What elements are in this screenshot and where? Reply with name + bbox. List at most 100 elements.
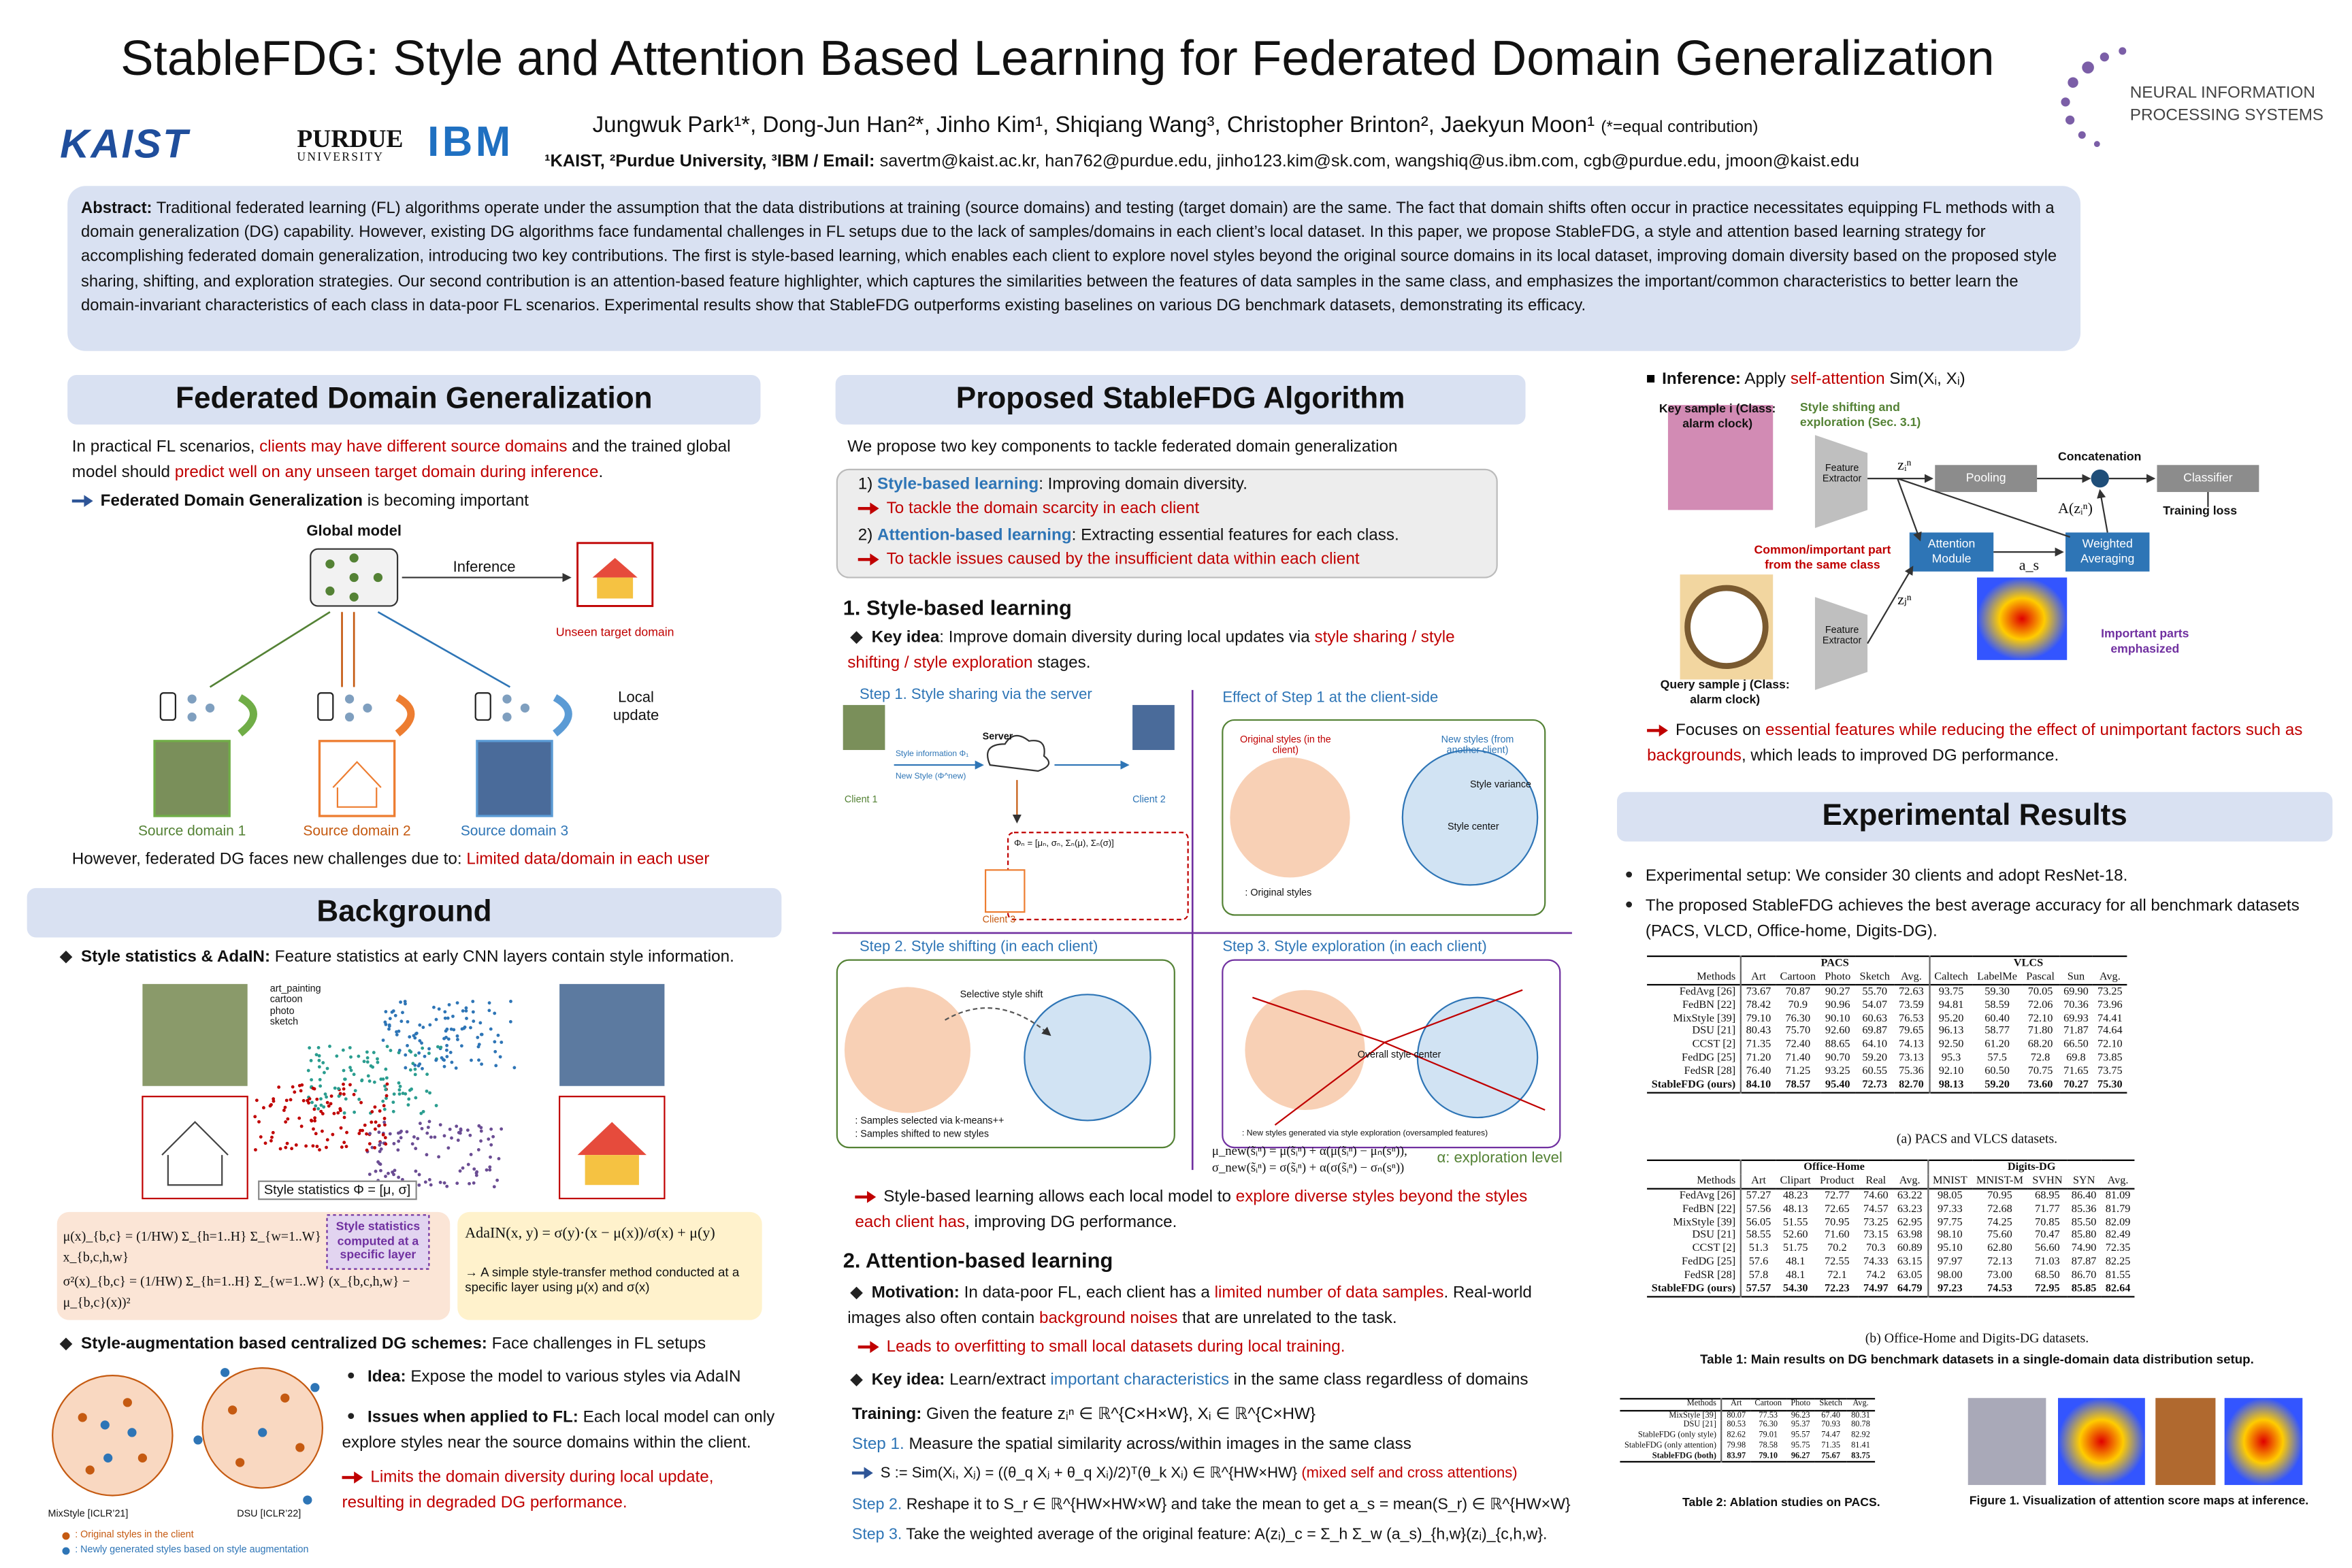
tsne-point <box>437 1007 441 1011</box>
tsne-point <box>487 1009 491 1013</box>
tsne-point <box>500 1041 504 1044</box>
tsne-point <box>443 1010 447 1014</box>
cell: 71.03 <box>2035 1254 2060 1268</box>
tsne-point <box>406 1044 409 1047</box>
cell: 80.31 <box>1851 1411 1870 1420</box>
text-segment: Style-augmentation based centralized DG … <box>81 1335 487 1354</box>
tsne-point <box>325 1138 329 1142</box>
caption: (b) Office-Home and Digits-DG datasets. <box>1865 1330 2089 1346</box>
tsne-point <box>342 1087 346 1091</box>
tsne-point <box>368 1132 372 1136</box>
tsne-point <box>339 1126 343 1130</box>
cell: 51.3 <box>1740 1241 1776 1256</box>
decoration <box>1384 989 1523 1043</box>
text-segment: Idea: <box>368 1368 406 1386</box>
tsne-point <box>325 1095 328 1099</box>
cell: 73.13 <box>1899 1050 1924 1064</box>
training: Training: Given the feature zᵢⁿ ∈ ℝ^{C×H… <box>852 1403 1316 1428</box>
text-segment: , improving DG performance. <box>965 1213 1177 1232</box>
decoration <box>2065 532 2150 572</box>
cell: 48.1 <box>1785 1254 1806 1268</box>
cell: 61.20 <box>1984 1036 2010 1051</box>
tsne-point <box>378 1109 382 1113</box>
cell: 72.77 <box>1825 1188 1850 1201</box>
cell: FedDG [25] <box>1682 1050 1736 1064</box>
table-row: StableFDG (both) 83.97 79.10 96.27 75.67 83.7… <box>1620 1451 1875 1463</box>
cell: 81.79 <box>2105 1200 2131 1215</box>
tsne-point <box>342 1141 346 1145</box>
decoration <box>855 1191 877 1203</box>
cell: 63.23 <box>1897 1200 1923 1215</box>
step: Step 1. Measure the spatial similarity a… <box>852 1433 1411 1458</box>
tsne-point <box>384 1067 388 1071</box>
tsne-point <box>421 1046 425 1050</box>
fdg-intro: In practical FL scenarios, clients may h… <box>72 435 747 486</box>
tsne-point <box>418 1039 422 1043</box>
tsne-point <box>397 1051 401 1055</box>
tsne-point <box>314 1132 318 1136</box>
cell: 73.85 <box>2097 1050 2123 1064</box>
decoration <box>342 1471 363 1484</box>
legend: : Newly generated styles based on style … <box>75 1545 309 1556</box>
tsne-point <box>480 1032 484 1036</box>
decoration <box>2065 115 2075 125</box>
tsne-point <box>340 1145 344 1149</box>
tsne-point <box>425 1153 429 1157</box>
cell: 88.65 <box>1825 1036 1850 1051</box>
decoration <box>2097 489 2108 533</box>
cell: StableFDG (ours) <box>1647 1077 1741 1094</box>
tsne-point <box>388 1132 392 1136</box>
tsne-point <box>461 1166 465 1170</box>
decoration <box>137 1453 147 1463</box>
cell: MixStyle [39] <box>1673 1010 1736 1024</box>
cell: 82.25 <box>2105 1254 2131 1268</box>
tsne-point <box>452 1028 456 1032</box>
cell: 56.60 <box>2035 1241 2060 1255</box>
cell: 72.10 <box>2027 1010 2053 1024</box>
cell: 68.50 <box>2035 1267 2060 1281</box>
cell: 72.1 <box>1827 1267 1847 1281</box>
cell: 77.53 <box>1759 1411 1778 1420</box>
tsne-point <box>381 1039 385 1042</box>
fig-label: Key sample i (Class: alarm clock) <box>1659 402 1776 430</box>
cell: 69.87 <box>1862 1024 1888 1037</box>
tsne-point <box>454 1066 458 1070</box>
tsne-point <box>286 1117 290 1121</box>
tsne-point <box>376 1057 379 1061</box>
decoration <box>127 1428 137 1437</box>
tsne-point <box>390 1010 394 1014</box>
cell: 71.25 <box>1785 1063 1811 1077</box>
results-table: PACS VLCS Methods Art Cartoon Photo Sketch Avg.… <box>1647 955 2127 1094</box>
cell: 59.20 <box>1862 1050 1888 1064</box>
tsne-point <box>385 1082 389 1086</box>
tsne-point <box>392 1142 396 1145</box>
cell: 72.23 <box>1815 1281 1859 1298</box>
cell: 82.64 <box>2101 1281 2135 1298</box>
column-header: Art <box>1720 1398 1750 1411</box>
decoration <box>1897 478 2070 538</box>
text-segment: Inference: <box>1662 370 1742 389</box>
tsne-point <box>412 1034 416 1038</box>
cell: 76.40 <box>1740 1064 1776 1079</box>
column-header: Photo <box>1786 1398 1815 1411</box>
text-segment: Measure the spatial similarity across/wi… <box>904 1435 1411 1454</box>
tsne-point <box>270 1102 273 1107</box>
column-header: Methods <box>1620 1398 1722 1411</box>
tsne-point <box>429 1135 433 1139</box>
cell: 72.35 <box>2105 1241 2131 1255</box>
tsne-point <box>338 1109 342 1113</box>
text-segment: (mixed self and cross attentions) <box>1301 1465 1518 1482</box>
column-header: Methods <box>1647 969 1741 985</box>
cell: 52.60 <box>1782 1227 1808 1241</box>
cell: CCST [2] <box>1692 1036 1736 1051</box>
tsne-point <box>413 1073 417 1077</box>
tsne-point <box>444 1029 448 1033</box>
tsne-point <box>392 1092 396 1096</box>
table-row: FedDG [25] 57.6 48.1 72.55 74.33 63.15 97.97 72… <box>1647 1254 2135 1269</box>
cell: 63.15 <box>1897 1254 1923 1268</box>
tsne-point <box>414 1147 418 1151</box>
cell: 57.56 <box>1740 1201 1776 1216</box>
tsne-point <box>321 1112 325 1115</box>
title: StableFDG: Style and Attention Based Lea… <box>120 30 1995 86</box>
cell: 74.13 <box>1899 1036 1924 1051</box>
